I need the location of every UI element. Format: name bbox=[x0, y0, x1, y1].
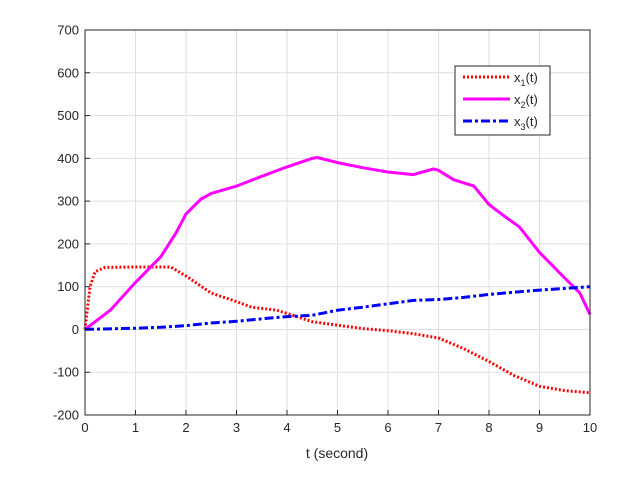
y-tick-label: 0 bbox=[72, 322, 79, 337]
y-tick-label: -200 bbox=[53, 408, 79, 423]
x-tick-label: 0 bbox=[81, 420, 88, 435]
ticks: 0 1 2 3 4 5 6 7 8 9 10 -200 -100 0 100 200 300 400 500 600 7… bbox=[53, 23, 597, 436]
x-tick-label: 3 bbox=[233, 420, 240, 435]
y-tick-label: 400 bbox=[57, 151, 79, 166]
x-tick-label: 5 bbox=[334, 420, 341, 435]
x-tick-label: 7 bbox=[435, 420, 442, 435]
y-tick-label: 200 bbox=[57, 236, 79, 251]
x-tick-label: 9 bbox=[536, 420, 543, 435]
series-line-x3 bbox=[84, 285, 591, 331]
y-tick-label: -100 bbox=[53, 365, 79, 380]
series-line-x1 bbox=[83, 265, 591, 395]
legend-label: x2(t) bbox=[514, 92, 538, 110]
y-tick-label: 700 bbox=[57, 23, 79, 38]
y-tick-label: 100 bbox=[57, 279, 79, 294]
x-tick-label: 2 bbox=[182, 420, 189, 435]
x-axis-label: t (second) bbox=[306, 445, 368, 461]
x-tick-label: 1 bbox=[132, 420, 139, 435]
series-line-x2 bbox=[84, 156, 592, 331]
y-tick-label: 500 bbox=[57, 108, 79, 123]
legend-label: x3(t) bbox=[514, 114, 538, 132]
y-tick-label: 300 bbox=[57, 194, 79, 209]
legend-label: x1(t) bbox=[514, 70, 538, 88]
x-tick-label: 6 bbox=[384, 420, 391, 435]
y-tick-label: 600 bbox=[57, 65, 79, 80]
series-lines bbox=[83, 156, 592, 395]
x-tick-label: 4 bbox=[283, 420, 290, 435]
x-tick-label: 10 bbox=[583, 420, 597, 435]
legend: x1(t) x2(t) x3(t) bbox=[454, 65, 551, 136]
x-tick-label: 8 bbox=[485, 420, 492, 435]
